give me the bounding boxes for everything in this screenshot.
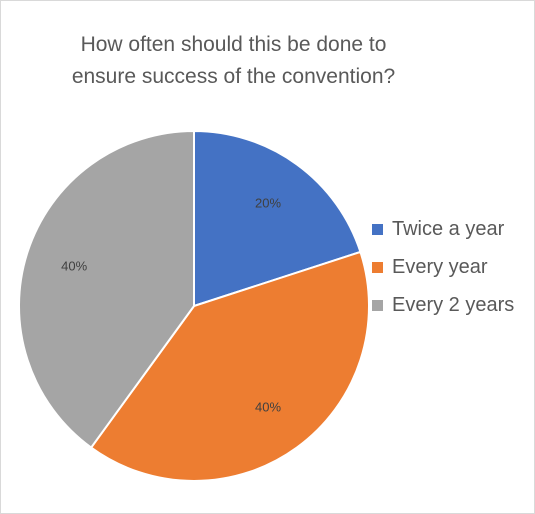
legend-label-every-2-years: Every 2 years: [392, 293, 515, 316]
legend-item-every-year: Every year: [372, 248, 514, 286]
data-label-every-2-years: 40%: [61, 259, 87, 274]
pie-slice-every-year: [89, 250, 370, 482]
legend-label-every-year: Every year: [392, 255, 488, 278]
legend-swatch-twice-a-year: [372, 223, 383, 235]
chart-title-line-1: How often should this be done to: [80, 33, 387, 56]
data-label-twice-a-year: 20%: [255, 196, 281, 211]
legend-item-every-2-years: Every 2 years: [372, 286, 514, 324]
chart-legend: Twice a year Every year Every 2 years: [372, 210, 514, 324]
chart-title-line-2: ensure success of the convention?: [71, 65, 396, 88]
legend-label-twice-a-year: Twice a year: [392, 217, 505, 240]
legend-swatch-every-year: [372, 261, 383, 273]
pie-slice-every-2-years: [18, 129, 195, 449]
legend-item-twice-a-year: Twice a year: [372, 210, 514, 248]
pie-slice-twice-a-year: [193, 129, 362, 308]
data-label-every-year: 40%: [255, 399, 281, 414]
legend-swatch-every-2-years: [372, 299, 383, 311]
chart-title: How often should this be done to ensure …: [61, 29, 406, 93]
